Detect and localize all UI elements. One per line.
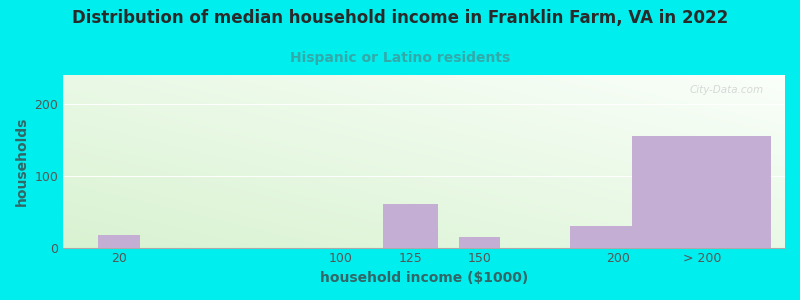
Text: Distribution of median household income in Franklin Farm, VA in 2022: Distribution of median household income … xyxy=(72,9,728,27)
Bar xyxy=(98,235,140,248)
Y-axis label: households: households xyxy=(15,117,29,206)
Text: City-Data.com: City-Data.com xyxy=(690,85,763,95)
Bar xyxy=(632,136,771,248)
Bar xyxy=(382,204,438,248)
Bar xyxy=(570,226,667,248)
Bar xyxy=(459,237,501,248)
X-axis label: household income ($1000): household income ($1000) xyxy=(320,271,528,285)
Text: Hispanic or Latino residents: Hispanic or Latino residents xyxy=(290,51,510,65)
